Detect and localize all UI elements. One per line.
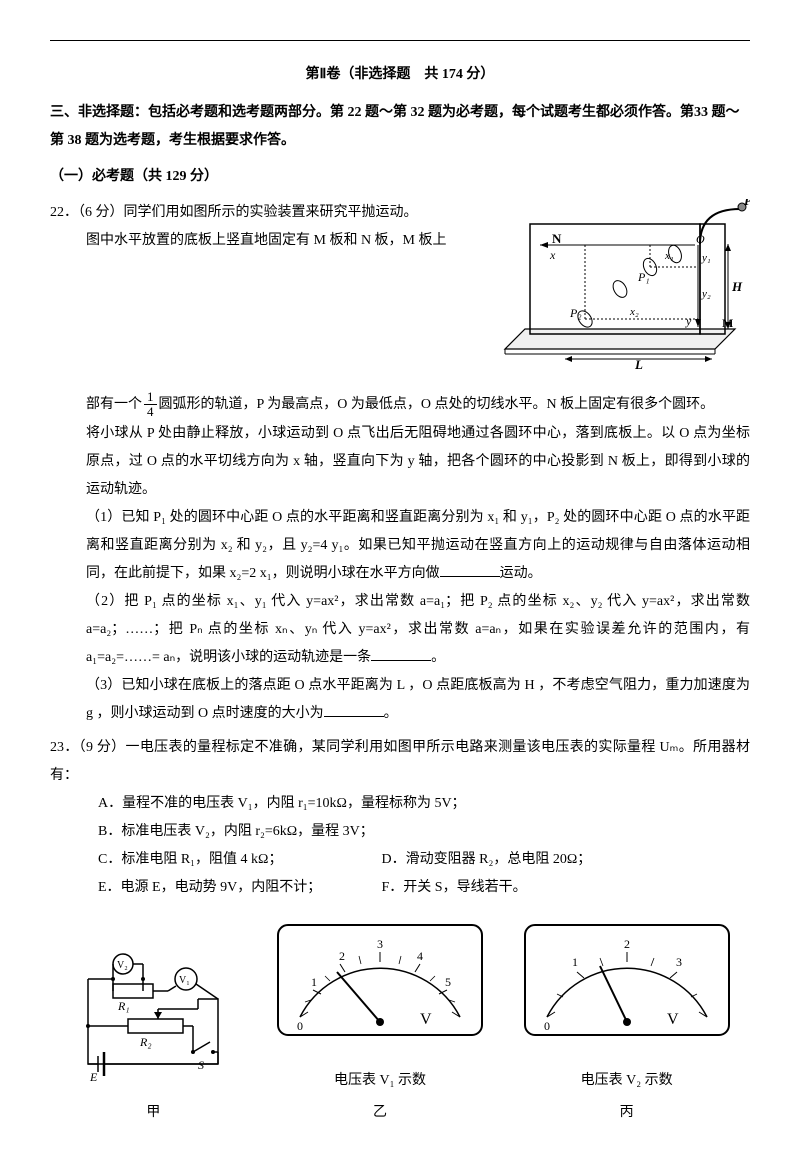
- svg-text:x: x: [549, 248, 556, 262]
- q23-opt-b: B．标准电压表 V₂，内阻 r₂=6kΩ，量程 3V；: [50, 818, 750, 846]
- q23-figures: V₂ R₁ V₁ R₂: [50, 922, 750, 1127]
- caption-jia: 甲: [68, 1099, 238, 1127]
- svg-text:1: 1: [572, 955, 578, 969]
- q23-number: 23．: [50, 740, 79, 755]
- caption-v2: 电压表 V₂ 示数: [522, 1067, 732, 1095]
- q22-sub1: （1）已知 P₁ 处的圆环中心距 O 点的水平距离和竖直距离分别为 x₁ 和 y…: [50, 504, 750, 588]
- q22-line1: 同学们用如图所示的实验装置来研究平抛运动。: [124, 205, 418, 220]
- figure-jia: V₂ R₁ V₁ R₂: [68, 944, 238, 1127]
- figure-bing: 0 1 2 3 V 电压表 V₂ 示数 丙: [522, 922, 732, 1127]
- svg-text:H: H: [731, 279, 743, 294]
- q22-diagram: P O N x y P₁ P₂ x₁: [500, 199, 750, 380]
- question-22: P O N x y P₁ P₂ x₁: [50, 199, 750, 728]
- svg-text:4: 4: [417, 949, 423, 963]
- q22-sub1-text: （1）已知 P₁ 处的圆环中心距 O 点的水平距离和竖直距离分别为 x₁ 和 y…: [86, 510, 750, 581]
- svg-text:5: 5: [445, 975, 451, 989]
- figure-yi: 0 1 2 3 4 5 V 电压表 V₁ 示数 乙: [275, 922, 485, 1127]
- q23-opt-e: E．电源 E，电动势 9V，内阻不计；: [98, 874, 378, 902]
- svg-text:P: P: [744, 199, 750, 208]
- q22-sub1-end: 运动。: [500, 566, 542, 581]
- svg-text:P₁: P₁: [637, 270, 650, 284]
- q23-opt-d: D．滑动变阻器 R₂，总电阻 20Ω；: [382, 846, 592, 874]
- q23-points: （9 分）: [79, 740, 126, 755]
- caption-v1: 电压表 V₁ 示数: [275, 1067, 485, 1095]
- svg-text:P₂: P₂: [569, 306, 582, 320]
- svg-text:V: V: [667, 1011, 679, 1028]
- q22-sub2: （2）把 P₁ 点的坐标 x₁、y₁ 代入 y=ax²，求出常数 a=a₁；把 …: [50, 588, 750, 672]
- blank-3[interactable]: [324, 702, 384, 717]
- subsection-1: （一）必考题（共 129 分）: [50, 163, 750, 191]
- question-23: 23．（9 分）一电压表的量程标定不准确，某同学利用如图甲所示电路来测量该电压表…: [50, 734, 750, 1127]
- caption-bing: 丙: [522, 1099, 732, 1127]
- svg-text:x₂: x₂: [629, 306, 639, 318]
- section-title: 第Ⅱ卷（非选择题 共 174 分）: [50, 61, 750, 89]
- svg-text:S: S: [198, 1058, 204, 1072]
- q22-sub2-end: 。: [431, 650, 445, 665]
- svg-text:1: 1: [311, 975, 317, 989]
- svg-text:0: 0: [544, 1019, 550, 1033]
- q22-sub3-text: （3）已知小球在底板上的落点距 O 点水平距离为 L ，O 点距底板高为 H ，…: [86, 678, 750, 721]
- svg-text:M: M: [722, 316, 733, 330]
- svg-text:x₁: x₁: [664, 250, 674, 262]
- svg-text:2: 2: [624, 937, 630, 951]
- q22-sub3: （3）已知小球在底板上的落点距 O 点水平距离为 L ，O 点距底板高为 H ，…: [50, 672, 750, 728]
- svg-text:3: 3: [676, 955, 682, 969]
- svg-text:3: 3: [377, 937, 383, 951]
- q23-opt-a: A．量程不准的电压表 V₁，内阻 r₁=10kΩ，量程标称为 5V；: [50, 790, 750, 818]
- caption-yi: 乙: [275, 1099, 485, 1127]
- svg-text:R₂: R₂: [139, 1035, 152, 1049]
- svg-text:2: 2: [339, 949, 345, 963]
- q22-points: （6 分）: [78, 205, 124, 220]
- svg-text:y₁: y₁: [701, 252, 711, 264]
- q22-para1: 部有一个14圆弧形的轨道，P 为最高点，O 为最低点，O 点处的切线水平。N 板…: [50, 390, 750, 420]
- svg-text:V₂: V₂: [117, 960, 128, 971]
- q22-sub3-end: 。: [384, 706, 398, 721]
- svg-text:L: L: [634, 357, 643, 369]
- svg-text:N: N: [552, 231, 562, 246]
- section3-header: 三、非选择题：包括必考题和选考题两部分。第 22 题～第 32 题为必考题，每个…: [50, 99, 750, 155]
- svg-text:V₁: V₁: [179, 975, 190, 986]
- svg-text:y: y: [685, 314, 692, 328]
- q23-opt-cd: C．标准电阻 R₁，阻值 4 kΩ； D．滑动变阻器 R₂，总电阻 20Ω；: [50, 846, 750, 874]
- svg-text:E: E: [89, 1070, 98, 1084]
- q23-intro: 一电压表的量程标定不准确，某同学利用如图甲所示电路来测量该电压表的实际量程 Uₘ…: [50, 740, 750, 783]
- q23-opt-f: F．开关 S，导线若干。: [382, 874, 527, 902]
- q23-opt-ef: E．电源 E，电动势 9V，内阻不计； F．开关 S，导线若干。: [50, 874, 750, 902]
- q23-opt-c: C．标准电阻 R₁，阻值 4 kΩ；: [98, 846, 378, 874]
- q22-para1-b: 圆弧形的轨道，P 为最高点，O 为最低点，O 点处的切线水平。N 板上固定有很多…: [159, 397, 715, 412]
- top-rule: [50, 40, 750, 41]
- q22-number: 22．: [50, 205, 78, 220]
- svg-text:y₂: y₂: [701, 288, 711, 300]
- blank-2[interactable]: [371, 646, 431, 661]
- svg-text:0: 0: [297, 1019, 303, 1033]
- svg-text:R₁: R₁: [117, 999, 130, 1013]
- svg-text:V: V: [420, 1011, 432, 1028]
- svg-text:O: O: [696, 232, 705, 246]
- blank-1[interactable]: [440, 562, 500, 577]
- q22-para2: 将小球从 P 处由静止释放，小球运动到 O 点飞出后无阻碍地通过各圆环中心，落到…: [50, 420, 750, 504]
- fraction-1-4: 14: [144, 390, 157, 420]
- q22-para1-a: 部有一个: [86, 397, 142, 412]
